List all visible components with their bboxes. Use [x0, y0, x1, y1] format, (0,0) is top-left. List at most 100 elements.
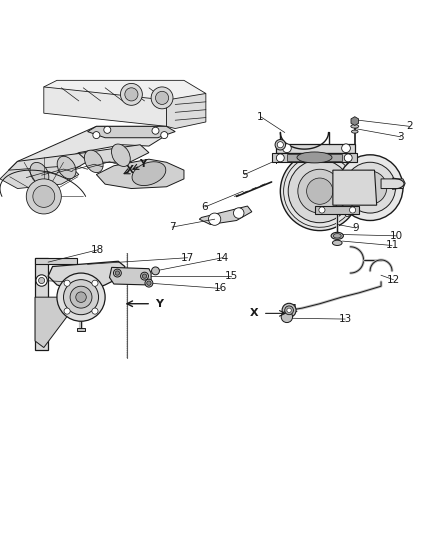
Text: 3: 3 — [397, 132, 404, 142]
Ellipse shape — [132, 161, 166, 185]
Polygon shape — [199, 206, 252, 224]
Circle shape — [233, 208, 244, 219]
Circle shape — [282, 303, 296, 317]
Text: 6: 6 — [201, 202, 208, 212]
Circle shape — [64, 308, 70, 314]
Text: 16: 16 — [214, 284, 227, 293]
Polygon shape — [381, 179, 405, 189]
Text: 19: 19 — [63, 277, 76, 287]
Circle shape — [113, 269, 121, 277]
Circle shape — [64, 280, 99, 314]
Polygon shape — [0, 166, 79, 189]
Polygon shape — [351, 117, 359, 125]
Polygon shape — [77, 328, 85, 332]
Text: X: X — [250, 309, 258, 318]
Text: 15: 15 — [225, 271, 238, 281]
Circle shape — [298, 169, 342, 213]
Circle shape — [319, 207, 325, 213]
Ellipse shape — [351, 130, 358, 133]
Text: 9: 9 — [352, 223, 359, 233]
Polygon shape — [96, 159, 184, 189]
Circle shape — [36, 275, 47, 286]
Text: 14: 14 — [216, 253, 229, 263]
Circle shape — [337, 155, 403, 221]
Circle shape — [277, 142, 283, 148]
Text: Y: Y — [139, 159, 146, 169]
Ellipse shape — [85, 150, 103, 173]
Circle shape — [344, 154, 352, 162]
Polygon shape — [53, 262, 118, 278]
Polygon shape — [35, 258, 77, 264]
Text: 13: 13 — [339, 314, 352, 324]
Text: 8: 8 — [343, 209, 350, 219]
Text: 4: 4 — [272, 156, 279, 166]
Circle shape — [57, 273, 105, 321]
Circle shape — [287, 308, 291, 312]
Circle shape — [276, 154, 284, 162]
Polygon shape — [287, 155, 342, 161]
Circle shape — [275, 140, 286, 150]
Circle shape — [125, 88, 138, 101]
Circle shape — [307, 178, 333, 204]
Polygon shape — [272, 154, 357, 162]
Circle shape — [208, 213, 221, 225]
Text: 18: 18 — [91, 245, 104, 255]
Circle shape — [93, 132, 100, 139]
Text: 1: 1 — [257, 112, 264, 122]
Circle shape — [345, 162, 396, 213]
Text: 17: 17 — [181, 253, 194, 263]
Text: 5: 5 — [241, 169, 248, 180]
Circle shape — [155, 91, 169, 104]
Text: 10: 10 — [390, 231, 403, 241]
Text: 7: 7 — [169, 222, 176, 232]
Polygon shape — [276, 144, 355, 152]
Polygon shape — [88, 126, 175, 138]
Circle shape — [141, 272, 148, 280]
Circle shape — [280, 152, 359, 231]
Polygon shape — [110, 268, 151, 285]
Circle shape — [288, 159, 351, 223]
Ellipse shape — [332, 240, 342, 246]
Ellipse shape — [112, 144, 130, 166]
Polygon shape — [48, 261, 125, 290]
Circle shape — [70, 286, 92, 308]
Text: 2: 2 — [406, 122, 413, 131]
Circle shape — [350, 207, 356, 213]
Ellipse shape — [30, 163, 49, 185]
Circle shape — [147, 281, 151, 285]
Circle shape — [145, 279, 153, 287]
Circle shape — [285, 306, 293, 314]
Circle shape — [151, 87, 173, 109]
Circle shape — [33, 185, 55, 207]
Polygon shape — [70, 145, 149, 162]
Polygon shape — [9, 126, 166, 179]
Ellipse shape — [351, 125, 359, 128]
Circle shape — [281, 311, 293, 322]
Circle shape — [152, 267, 159, 275]
Circle shape — [92, 280, 98, 286]
Polygon shape — [44, 87, 166, 126]
Ellipse shape — [333, 233, 341, 238]
Circle shape — [115, 271, 120, 275]
Polygon shape — [35, 297, 77, 348]
Circle shape — [152, 127, 159, 134]
Circle shape — [64, 280, 70, 286]
Circle shape — [120, 84, 142, 106]
Polygon shape — [35, 258, 48, 350]
Polygon shape — [44, 80, 206, 104]
Circle shape — [161, 132, 168, 139]
Circle shape — [39, 278, 45, 284]
Text: X: X — [126, 165, 134, 175]
Text: Y: Y — [155, 298, 163, 309]
Circle shape — [26, 179, 61, 214]
Text: 12: 12 — [387, 274, 400, 285]
Text: 11: 11 — [385, 240, 399, 251]
Circle shape — [76, 292, 86, 302]
Ellipse shape — [297, 152, 332, 163]
Polygon shape — [333, 170, 377, 205]
Polygon shape — [166, 93, 206, 128]
Text: 11: 11 — [286, 304, 299, 314]
Circle shape — [92, 308, 98, 314]
Polygon shape — [9, 154, 88, 179]
Ellipse shape — [57, 156, 76, 179]
